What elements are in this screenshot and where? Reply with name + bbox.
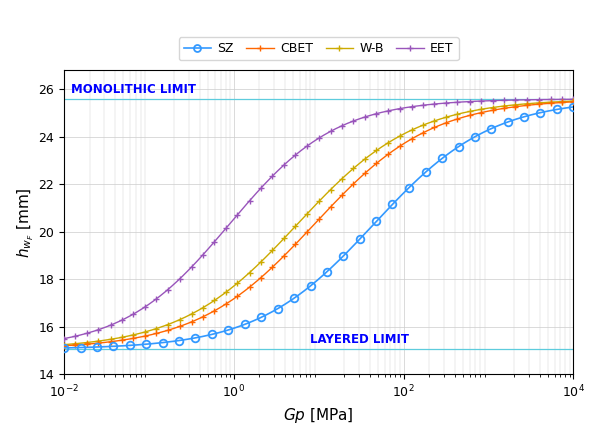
Text: MONOLITHIC LIMIT: MONOLITHIC LIMIT <box>71 83 196 96</box>
Legend: SZ, CBET, W-B, EET: SZ, CBET, W-B, EET <box>179 37 459 60</box>
X-axis label: $Gp$ [MPa]: $Gp$ [MPa] <box>283 406 354 425</box>
Y-axis label: $h_{w_F}$ [mm]: $h_{w_F}$ [mm] <box>15 187 35 257</box>
Text: LAYERED LIMIT: LAYERED LIMIT <box>310 333 409 346</box>
